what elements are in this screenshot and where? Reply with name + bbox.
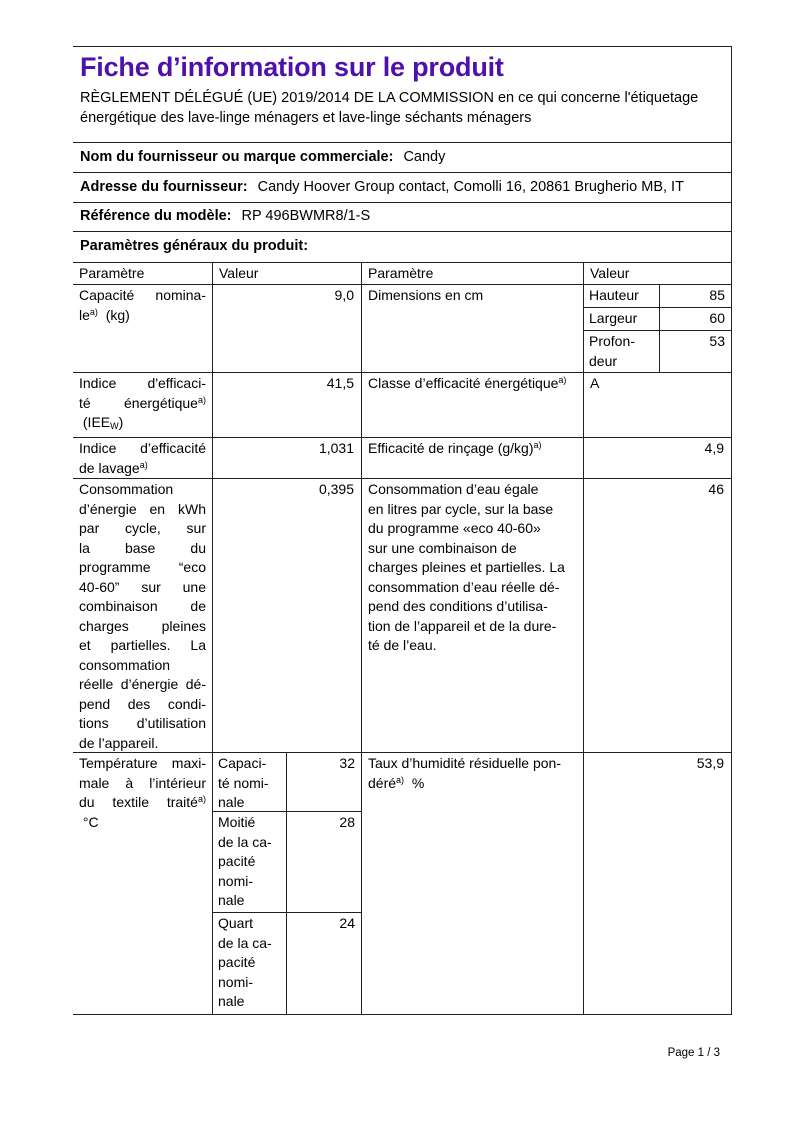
col-header-parameter-2: Paramètre [362, 263, 584, 284]
capacity-param-cell: Capacité nomina-lea) (kg) [73, 285, 213, 372]
page-title: Fiche d’information sur le produit [80, 52, 504, 82]
washing-index-param-cell: Indice d’efficacité de lavagea) [73, 438, 213, 478]
energy-index-value-cell: 41,5 [213, 373, 362, 437]
row-washing-efficiency-index: Indice d’efficacité de lavagea) 1,031 Eff… [73, 438, 731, 479]
col-header-value-2: Valeur [590, 265, 630, 281]
temperature-subtable: Capaci-té nomi-nale 32 Moitié de la ca-pa… [213, 753, 362, 1014]
supplier-name-label: Nom du fournisseur ou marque commerciale… [80, 149, 394, 165]
dimension-width-row: Largeur 60 [584, 308, 731, 331]
residual-humidity-param-cell: Taux d’humidité résiduelle pon-déréa) % [362, 753, 584, 1014]
supplier-address-label: Adresse du fournisseur: [80, 179, 248, 195]
supplier-address-value: Candy Hoover Group contact, Comolli 16, … [257, 179, 684, 195]
col-header-parameter-1: Paramètre [73, 263, 213, 284]
dimension-depth-row: Profon-deur 53 [584, 331, 731, 372]
temp-rated-capacity-value: 32 [339, 755, 355, 771]
temp-half-capacity-label: Moitié de la ca-pacité nomi-nale [213, 812, 287, 912]
water-consumption-param-cell: Consommation d’eau égale en litres par cy… [362, 479, 584, 752]
model-reference-label: Référence du modèle: [80, 208, 232, 224]
supplier-address-row: Adresse du fournisseur: Candy Hoover Grou… [73, 173, 731, 203]
row-max-temperature: Température maxi-male à l’intérieur du te… [73, 753, 731, 1015]
dimension-width-label: Largeur [584, 308, 660, 330]
dimension-height-value: 85 [709, 287, 725, 303]
dimension-height-label: Hauteur [584, 285, 660, 307]
temp-half-capacity-value: 28 [339, 814, 355, 830]
temp-half-capacity-row: Moitié de la ca-pacité nomi-nale 28 [213, 812, 361, 913]
temp-quarter-capacity-value: 24 [339, 915, 355, 931]
row-energy-efficiency-index: Indice d'efficaci-té énergétiquea) (IEEW… [73, 373, 731, 438]
product-fiche: Fiche d’information sur le produit RÈGLE… [73, 46, 732, 1015]
row-energy-consumption: Consommation d’énergie en kWh par cycle, s… [73, 479, 731, 753]
section-title-row: Paramètres généraux du produit: [73, 232, 731, 263]
dimension-width-value: 60 [709, 310, 725, 326]
energy-consumption-param-cell: Consommation d’énergie en kWh par cycle, s… [73, 479, 213, 752]
dimensions-subtable: Hauteur 85 Largeur 60 Profon-deur 53 [584, 285, 731, 372]
water-consumption-value-cell: 46 [708, 481, 724, 497]
supplier-name-row: Nom du fournisseur ou marque commerciale… [73, 143, 731, 173]
energy-index-param-cell: Indice d'efficaci-té énergétiquea) (IEEW… [73, 373, 213, 437]
dimensions-param-cell: Dimensions en cm [362, 285, 584, 372]
parameters-table: Paramètre Valeur Paramètre Valeur Capaci… [73, 263, 731, 1015]
title-block: Fiche d’information sur le produit RÈGLE… [73, 47, 731, 143]
model-reference-row: Référence du modèle: RP 496BWMR8/1-S [73, 203, 731, 232]
table-header-row: Paramètre Valeur Paramètre Valeur [73, 263, 731, 285]
capacity-value-cell: 9,0 [213, 285, 362, 372]
energy-consumption-value-cell: 0,395 [213, 479, 362, 752]
model-reference-value: RP 496BWMR8/1-S [241, 208, 371, 224]
residual-humidity-value-cell: 53,9 [696, 755, 724, 771]
rinsing-value-cell: 4,9 [704, 440, 724, 456]
dimension-height-row: Hauteur 85 [584, 285, 731, 308]
regulation-text: RÈGLEMENT DÉLÉGUÉ (UE) 2019/2014 DE LA C… [80, 90, 699, 126]
page-number: Page 1 / 3 [667, 1047, 720, 1059]
washing-index-value-cell: 1,031 [213, 438, 362, 478]
section-title: Paramètres généraux du produit: [80, 238, 309, 254]
dimension-depth-label: Profon-deur [584, 331, 660, 372]
temp-quarter-capacity-label: Quart de la ca-pacité nomi-nale [213, 913, 287, 1014]
rinsing-param-cell: Efficacité de rinçage (g/kg)a) [362, 438, 584, 478]
row-capacity: Capacité nomina-lea) (kg) 9,0 Dimensions… [73, 285, 731, 373]
supplier-name-value: Candy [403, 149, 446, 165]
dimension-depth-value: 53 [709, 333, 725, 349]
energy-class-value-cell: A [590, 375, 600, 391]
col-header-value-1: Valeur [213, 263, 362, 284]
temp-quarter-capacity-row: Quart de la ca-pacité nomi-nale 24 [213, 913, 361, 1014]
energy-class-param-cell: Classe d’efficacité énergétiquea) [362, 373, 584, 437]
temp-rated-capacity-row: Capaci-té nomi-nale 32 [213, 753, 361, 812]
temp-rated-capacity-label: Capaci-té nomi-nale [213, 753, 287, 811]
max-temperature-param-cell: Température maxi-male à l’intérieur du te… [73, 753, 213, 1014]
